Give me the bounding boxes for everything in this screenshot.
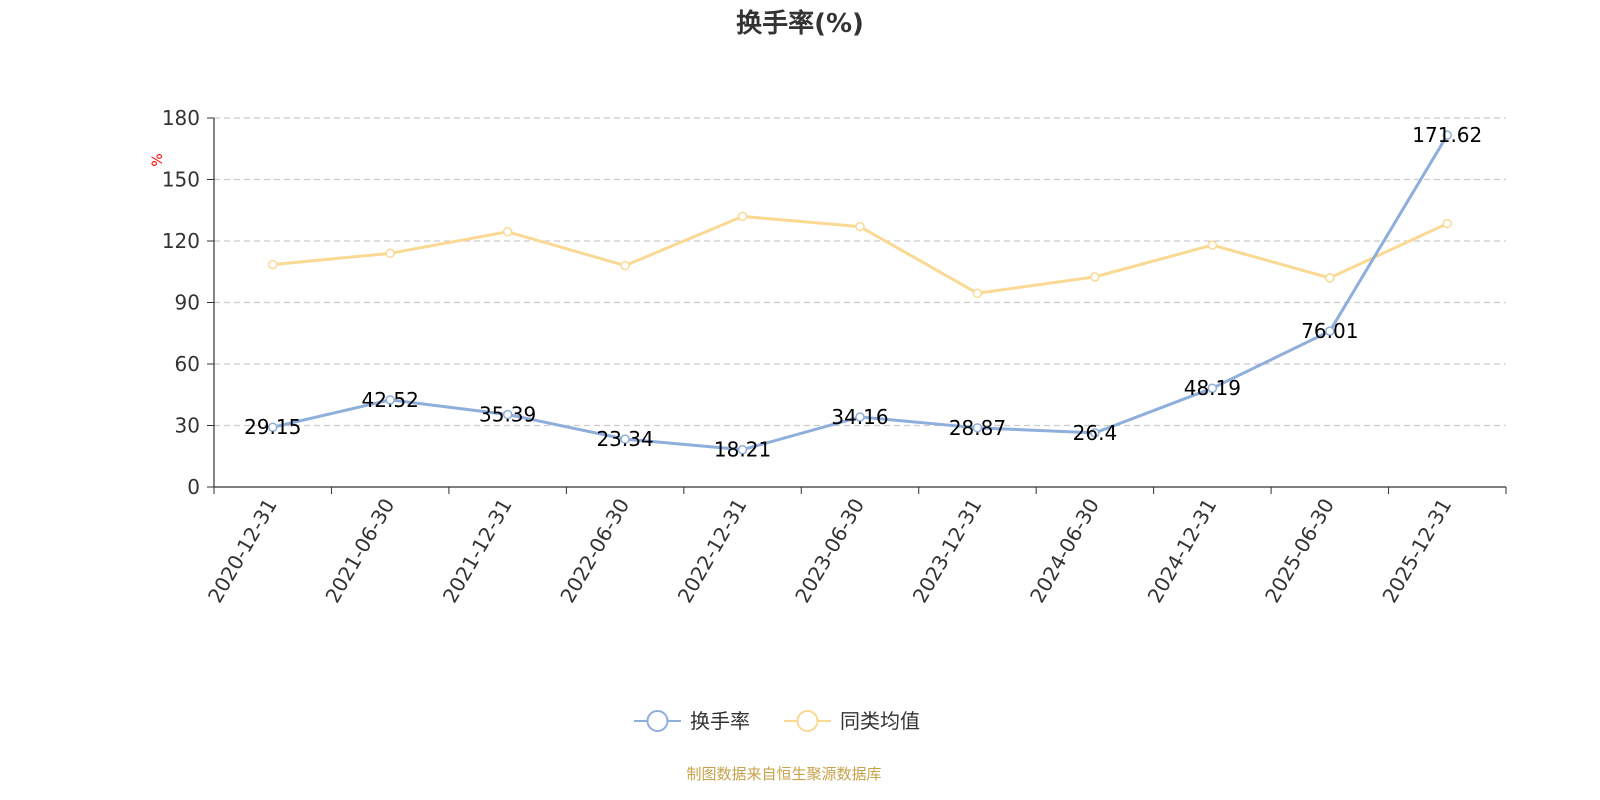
- data-label: 76.01: [1301, 319, 1358, 343]
- data-label: 35.39: [479, 402, 536, 426]
- y-tick-label: 90: [175, 291, 200, 315]
- data-point[interactable]: [1207, 383, 1218, 393]
- data-point[interactable]: [385, 248, 395, 259]
- data-point[interactable]: [1090, 428, 1100, 438]
- data-label: 18.21: [714, 438, 771, 462]
- data-label: 34.16: [831, 405, 888, 429]
- legend: 换手率 同类均值: [634, 709, 920, 733]
- data-label: 23.34: [596, 427, 653, 451]
- data-point[interactable]: [737, 444, 748, 455]
- data-point[interactable]: [502, 227, 513, 237]
- data-label: 171.62: [1412, 123, 1482, 147]
- x-tick-label: 2025-12-31: [1377, 494, 1456, 607]
- grid-lines: [214, 117, 1506, 427]
- data-point[interactable]: [267, 422, 278, 432]
- data-point[interactable]: [620, 434, 630, 444]
- y-axis: 0 30 60 90 120 150 180: [162, 106, 215, 499]
- data-label: 42.52: [362, 388, 419, 412]
- legend-label-turnover: 换手率: [690, 709, 750, 733]
- x-tick-label: 2022-06-30: [555, 494, 634, 607]
- data-point[interactable]: [1442, 130, 1453, 140]
- data-point[interactable]: [1325, 273, 1335, 283]
- legend-swatch-marker: [796, 710, 819, 732]
- legend-item-peer-average[interactable]: 同类均值: [784, 709, 920, 733]
- y-tick-label: 150: [162, 168, 200, 192]
- data-point[interactable]: [267, 259, 278, 270]
- data-label-layer: 29.15 42.52 35.39 23.34 18.21 34.16 28.87 26.4 4…: [244, 123, 1482, 461]
- y-tick-label: 0: [187, 475, 200, 499]
- y-tick-label: 60: [175, 352, 200, 376]
- y-axis-unit: %: [150, 153, 166, 166]
- x-axis: 2020-12-31 2021-06-30 2021-12-31 2022-06-30…: [203, 486, 1507, 607]
- x-tick-label: 2024-12-31: [1143, 494, 1222, 607]
- chart-title: 换手率(%): [736, 8, 864, 39]
- x-tick-label: 2021-06-30: [320, 494, 399, 607]
- y-tick-label: 30: [175, 414, 200, 438]
- legend-item-turnover[interactable]: 换手率: [634, 709, 750, 733]
- data-point[interactable]: [385, 395, 395, 405]
- data-label: 29.15: [244, 415, 301, 439]
- series-line-turnover: [272, 134, 1449, 452]
- y-tick-label: 120: [162, 229, 200, 253]
- data-point[interactable]: [620, 260, 630, 271]
- x-tick-label: 2023-06-30: [790, 494, 869, 607]
- data-point[interactable]: [855, 412, 865, 422]
- legend-label-peer-average: 同类均值: [840, 709, 920, 733]
- data-point[interactable]: [502, 409, 513, 420]
- series-layer: [267, 130, 1453, 455]
- y-tick-label: 180: [162, 106, 200, 130]
- data-point[interactable]: [1325, 326, 1335, 336]
- legend-swatch-marker: [646, 710, 669, 732]
- data-point[interactable]: [737, 211, 748, 222]
- x-tick-label: 2025-06-30: [1260, 494, 1339, 607]
- x-tick-label: 2020-12-31: [203, 494, 282, 607]
- data-point[interactable]: [855, 221, 865, 232]
- source-note: 制图数据来自恒生聚源数据库: [686, 765, 881, 783]
- x-tick-label: 2022-12-31: [673, 494, 752, 607]
- x-tick-label: 2023-12-31: [908, 494, 987, 607]
- data-point[interactable]: [972, 288, 983, 299]
- data-label: 28.87: [949, 416, 1006, 440]
- data-label: 48.19: [1184, 376, 1241, 400]
- data-point[interactable]: [1090, 272, 1100, 282]
- x-tick-label: 2021-12-31: [438, 494, 517, 607]
- data-point[interactable]: [972, 423, 983, 433]
- x-tick-label: 2024-06-30: [1025, 494, 1104, 607]
- data-point[interactable]: [1207, 240, 1218, 250]
- data-label: 26.4: [1073, 421, 1118, 445]
- data-point[interactable]: [1442, 218, 1453, 229]
